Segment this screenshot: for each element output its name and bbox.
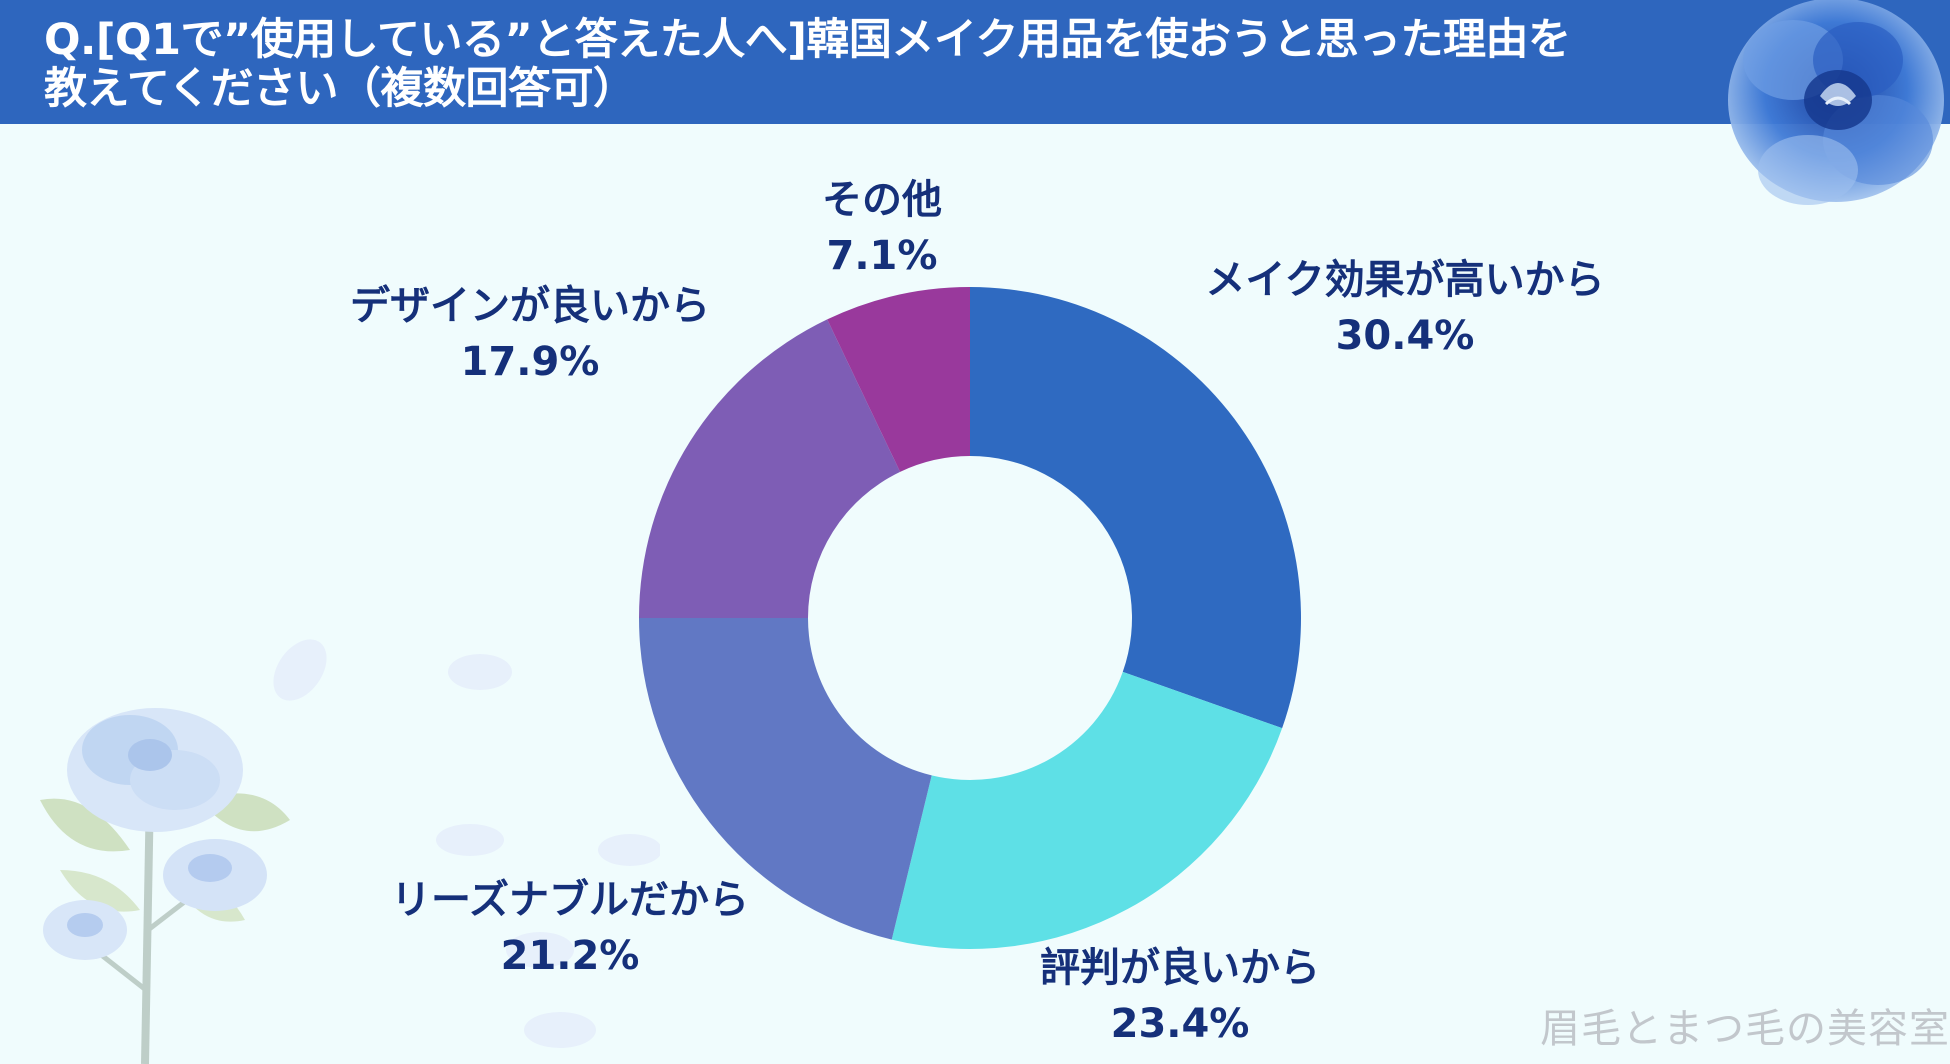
page-title: Q.[Q1で”使用している”と答えた人へ]韓国メイク用品を使おうと思った理由を … [44,16,1684,114]
blue-rose-decoration [1728,0,1944,205]
title-line-1: Q.[Q1で”使用している”と答えた人へ]韓国メイク用品を使おうと思った理由を [44,15,1571,65]
roses-and-petals-decoration [40,639,660,1064]
slice-label-reputation: 評判が良いから 23.4% [1040,940,1320,1052]
donut-slice-reasonable [639,618,932,940]
slice-name: 評判が良いから [1040,945,1320,991]
donut-slice-design [639,319,901,618]
slice-name: デザインが良いから [350,283,710,329]
slice-value: 23.4% [1110,1001,1250,1047]
slice-value: 7.1% [826,233,938,279]
slice-name: その他 [822,177,942,223]
slice-value: 30.4% [1335,313,1475,359]
title-line-2: 教えてください（複数回答可） [44,64,636,114]
slice-value: 21.2% [500,933,640,979]
donut-slice-reputation [891,671,1283,949]
watermark-text: 眉毛とまつ毛の美容室 [1540,1006,1950,1052]
slice-label-other: その他 7.1% [822,172,942,284]
slice-label-design: デザインが良いから 17.9% [350,278,710,390]
slice-label-reasonable: リーズナブルだから 21.2% [391,872,749,984]
header-bar: Q.[Q1で”使用している”と答えた人へ]韓国メイク用品を使おうと思った理由を … [0,0,1950,124]
slice-label-make-effect: メイク効果が高いから 30.4% [1205,252,1604,364]
slice-name: リーズナブルだから [391,877,749,923]
donut-slice-make-effect [970,287,1302,729]
donut-slice-other [827,287,970,472]
slice-value: 17.9% [460,339,600,385]
slice-name: メイク効果が高いから [1205,257,1605,303]
